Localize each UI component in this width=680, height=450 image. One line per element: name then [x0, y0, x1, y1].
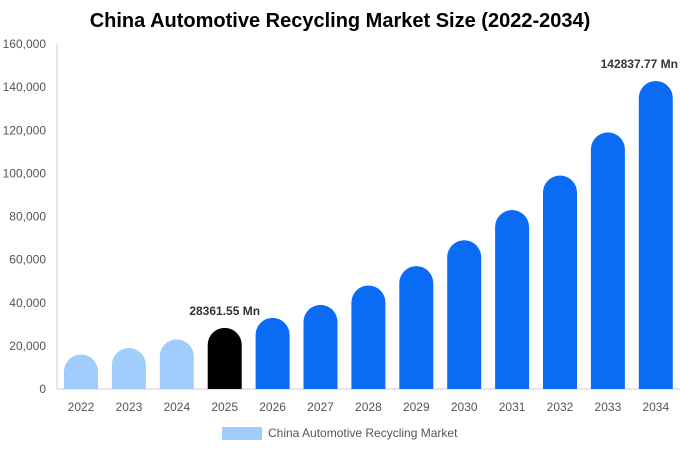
y-tick-label: 80,000	[9, 210, 46, 224]
bars-group	[64, 81, 673, 390]
bar-2025	[207, 327, 242, 389]
x-tick-label: 2033	[595, 400, 622, 414]
data-label-2025: 28361.55 Mn	[189, 304, 260, 318]
bar-2023	[111, 348, 146, 389]
y-tick-label: 20,000	[9, 339, 46, 353]
legend: China Automotive Recycling Market	[222, 426, 458, 440]
x-tick-label: 2022	[68, 400, 95, 414]
bar-2030	[447, 240, 482, 389]
bar-2033	[590, 132, 625, 389]
data-labels: 28361.55 Mn 142837.77 Mn	[189, 57, 678, 318]
y-tick-label: 40,000	[9, 296, 46, 310]
x-tick-label: 2024	[163, 400, 190, 414]
bar-2026	[255, 317, 290, 389]
y-axis-ticks: 0 20,000 40,000 60,000 80,000 100,000 120,000 1…	[3, 37, 47, 396]
x-tick-label: 2032	[547, 400, 574, 414]
x-tick-label: 2029	[403, 400, 430, 414]
x-tick-label: 2023	[116, 400, 143, 414]
x-tick-label: 2025	[211, 400, 238, 414]
chart-title: China Automotive Recycling Market Size (…	[90, 10, 591, 32]
data-label-2034: 142837.77 Mn	[601, 57, 678, 71]
x-tick-label: 2031	[499, 400, 526, 414]
x-tick-label: 2030	[451, 400, 478, 414]
x-tick-label: 2028	[355, 400, 382, 414]
x-tick-label: 2034	[642, 400, 669, 414]
bar-2029	[399, 266, 434, 389]
y-tick-label: 120,000	[3, 123, 47, 137]
bar-2024	[159, 339, 194, 389]
bar-2031	[495, 210, 530, 389]
legend-swatch	[222, 427, 262, 440]
y-tick-label: 60,000	[9, 253, 46, 267]
bar-2028	[351, 285, 386, 389]
y-tick-label: 140,000	[3, 80, 47, 94]
y-tick-label: 100,000	[3, 166, 47, 180]
x-tick-label: 2027	[307, 400, 334, 414]
y-tick-label: 160,000	[3, 37, 47, 51]
legend-label: China Automotive Recycling Market	[268, 426, 458, 440]
x-axis-ticks: 2022 2023 2024 2025 2026 2027 2028 2029 2030 2031…	[68, 400, 670, 414]
y-tick-label: 0	[39, 382, 46, 396]
bar-2032	[543, 175, 577, 389]
bar-2034	[638, 81, 673, 390]
bar-2022	[64, 354, 98, 389]
bar-2027	[303, 304, 338, 389]
x-tick-label: 2026	[259, 400, 286, 414]
